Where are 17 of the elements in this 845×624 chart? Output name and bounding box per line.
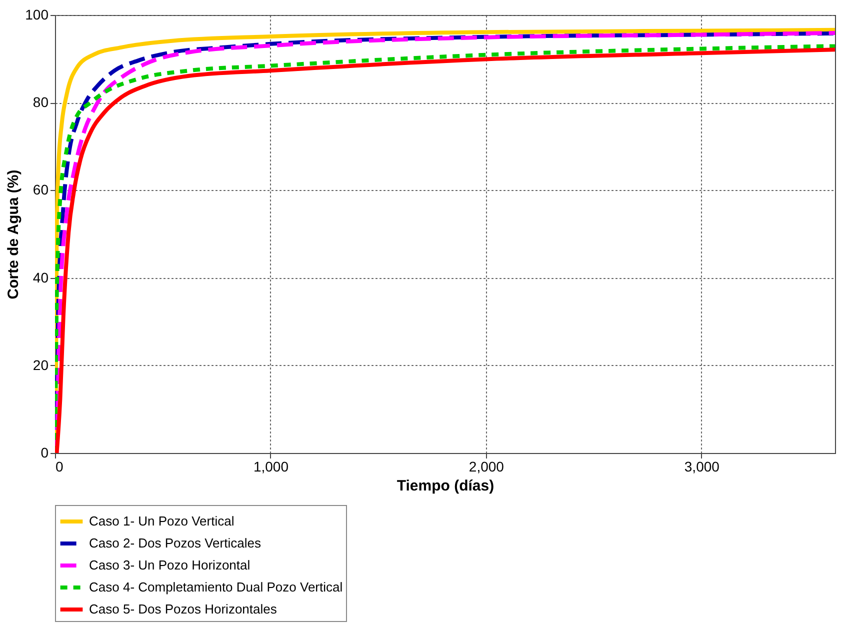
y-tick-label: 60 [32,182,49,198]
legend-label: Caso 1- Un Pozo Vertical [89,514,234,528]
legend-label: Caso 3- Un Pozo Horizontal [89,558,250,572]
x-tick-label: 0 [56,458,64,474]
x-tick-label: 2,000 [468,458,504,474]
legend-label: Caso 2- Dos Pozos Verticales [89,536,262,550]
x-tick-label: 3,000 [684,458,720,474]
x-axis-title: Tiempo (días) [396,478,494,494]
y-axis-title: Corte de Agua (%) [5,170,22,300]
y-tick-label: 40 [32,269,49,286]
y-tick-label: 20 [32,356,49,373]
legend-label: Caso 5- Dos Pozos Horizontales [89,602,278,616]
x-tick-label: 1,000 [253,458,289,474]
y-tick-label: 100 [25,6,49,22]
y-tick-label: 0 [40,444,49,460]
legend-label: Caso 4- Completamiento Dual Pozo Vertical [89,580,343,594]
y-tick-label: 80 [32,94,49,110]
